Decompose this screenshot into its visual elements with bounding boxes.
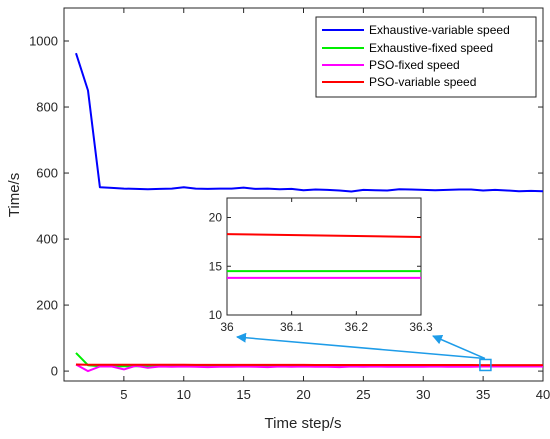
inset-axis-ticks — [226, 198, 422, 316]
inset-tick-labels: 36 36.1 36.2 36.3 10 15 20 — [209, 211, 433, 335]
inset-series-line-1 — [226, 233, 422, 238]
y-tick-label: 600 — [36, 166, 58, 181]
x-axis-label: Time step/s — [265, 415, 342, 432]
zoom-callout — [236, 332, 492, 372]
axis-ticks — [64, 8, 544, 381]
y-tick-label: 0 — [51, 364, 58, 379]
inset-y-tick-label: 10 — [209, 308, 223, 322]
series-lines — [75, 52, 544, 373]
series-line-4 — [75, 363, 543, 367]
y-tick-label: 400 — [36, 232, 58, 247]
inset-series-lines — [226, 233, 422, 279]
callout-arrow-left — [236, 332, 485, 360]
legend-entry: PSO-variable speed — [369, 75, 476, 89]
legend-entry: PSO-fixed speed — [369, 58, 460, 72]
inset-y-tick-label: 20 — [209, 211, 223, 225]
x-tick-label: 30 — [416, 387, 430, 402]
y-tick-label: 800 — [36, 100, 58, 115]
inset-x-tick-label: 36.3 — [409, 320, 433, 334]
x-tick-label: 10 — [177, 387, 191, 402]
inset-y-tick-label: 15 — [209, 259, 223, 273]
inset-zoom-plot: 36 36.1 36.2 36.3 10 15 20 — [209, 197, 433, 335]
y-tick-label: 1000 — [29, 34, 58, 49]
inset-x-tick-label: 36.2 — [345, 320, 369, 334]
inset-x-tick-label: 36 — [220, 320, 234, 334]
legend-entry: Exhaustive-fixed speed — [369, 41, 493, 55]
legend-items: Exhaustive-variable speed Exhaustive-fixe… — [322, 23, 510, 89]
x-tick-label: 15 — [236, 387, 250, 402]
callout-arrow-right — [432, 334, 486, 360]
y-axis-label: Time/s — [6, 173, 23, 217]
series-line-3 — [75, 363, 543, 373]
legend-entry: Exhaustive-variable speed — [369, 23, 510, 37]
legend: Exhaustive-variable speed Exhaustive-fixe… — [315, 16, 537, 98]
inset-x-tick-label: 36.1 — [280, 320, 304, 334]
zoom-region-marker — [479, 358, 492, 372]
inset-frame — [226, 197, 422, 316]
x-tick-label: 20 — [296, 387, 310, 402]
x-tick-label: 40 — [536, 387, 550, 402]
series-line-1 — [75, 52, 544, 193]
x-tick-label: 5 — [120, 387, 127, 402]
x-tick-label: 35 — [476, 387, 490, 402]
y-tick-label: 200 — [36, 298, 58, 313]
x-tick-label: 25 — [356, 387, 370, 402]
